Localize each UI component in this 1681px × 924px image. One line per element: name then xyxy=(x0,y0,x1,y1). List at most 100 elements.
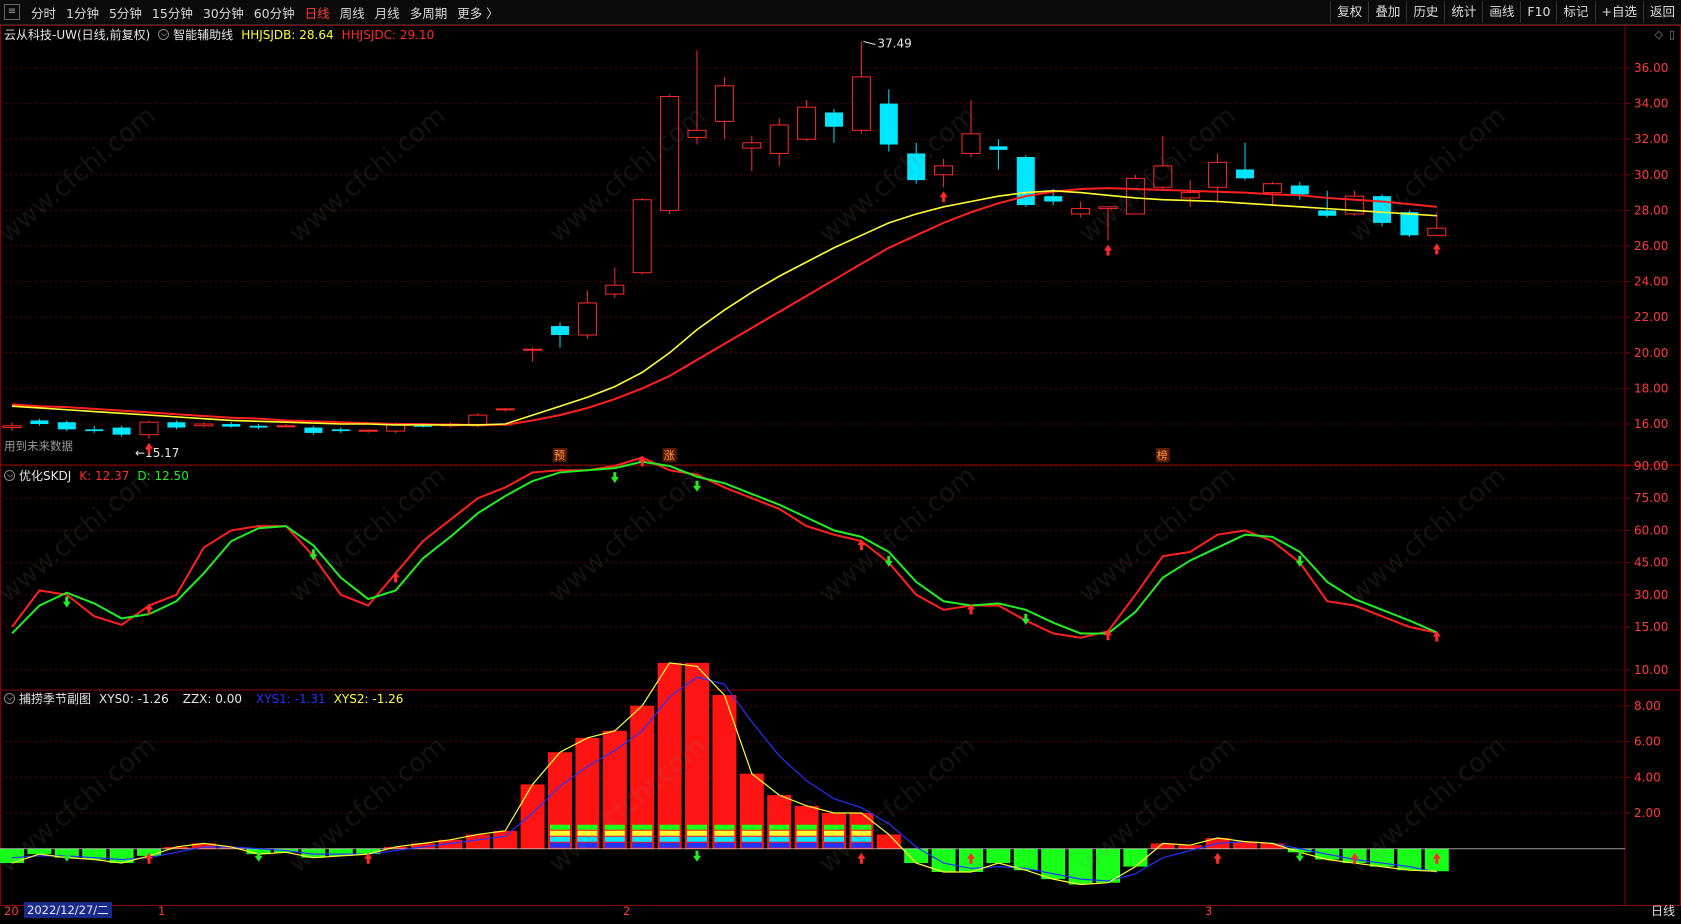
period-tab-3[interactable]: 15分钟 xyxy=(151,5,193,21)
sub-name[interactable]: 捕捞季节副图 xyxy=(19,692,92,706)
kdj-name[interactable]: 优化SKDJ xyxy=(19,469,72,483)
price-tick-label: 32.00 xyxy=(1634,132,1668,146)
candle-body-down xyxy=(1318,210,1337,216)
sub-stack-segment xyxy=(741,830,762,836)
sub-stack-segment xyxy=(604,842,625,848)
kdj-tick-label: 75.00 xyxy=(1634,491,1668,505)
period-tab-2[interactable]: 5分钟 xyxy=(108,5,142,21)
toolbar-button-1[interactable]: 叠加 xyxy=(1368,1,1406,23)
sub-bar-pos xyxy=(493,830,518,849)
period-tab-8[interactable]: 月线 xyxy=(374,5,400,21)
sub-buy-arrow-icon xyxy=(857,852,866,864)
period-tab-6[interactable]: 日线 xyxy=(304,5,330,21)
toolbar-button-6[interactable]: 标记 xyxy=(1556,1,1594,23)
sub-bar-neg xyxy=(137,848,161,856)
sub-stack-segment xyxy=(824,830,844,836)
sub-bar-neg xyxy=(27,848,52,855)
signal-marker-1: 涨 xyxy=(664,449,675,462)
sub-stack-segment xyxy=(687,824,707,830)
sub-tick-label: 6.00 xyxy=(1634,735,1661,749)
sub-bar-pos xyxy=(575,737,600,849)
sub-bar-neg xyxy=(356,848,381,855)
toolbar-button-7[interactable]: +自选 xyxy=(1594,1,1643,23)
sub-stack-segment xyxy=(851,824,872,830)
candle-body-up xyxy=(1262,183,1282,194)
sub-bar-pos xyxy=(1233,841,1257,849)
price-tick-label: 22.00 xyxy=(1634,310,1668,324)
sub-stack-segment xyxy=(769,836,790,842)
sub-bar-neg xyxy=(1041,848,1066,880)
sub-tick-label: 10.00 xyxy=(1634,663,1668,677)
candle-body-down xyxy=(331,429,350,432)
toolbar-button-3[interactable]: 统计 xyxy=(1444,1,1482,23)
kdj-tick-label: 30.00 xyxy=(1634,588,1668,602)
sub-bar-pos xyxy=(465,834,490,849)
toolbar-button-2[interactable]: 历史 xyxy=(1406,1,1444,23)
period-tab-7[interactable]: 周线 xyxy=(339,5,365,21)
signal-marker-bg xyxy=(662,448,677,462)
sub-stack-segment xyxy=(577,830,598,836)
kdj-buy-arrow-icon xyxy=(857,539,866,551)
toolbar-button-5[interactable]: F10 xyxy=(1520,1,1556,23)
chart-canvas[interactable]: 36.0034.0032.0030.0028.0026.0024.0022.00… xyxy=(0,25,1681,920)
candle-body-up xyxy=(194,423,214,427)
candle-body-down xyxy=(1290,185,1309,195)
sub-buy-arrow-icon xyxy=(967,852,975,864)
candle-body-down xyxy=(30,420,49,424)
toolbar-button-0[interactable]: 复权 xyxy=(1330,1,1368,23)
candle-body-up xyxy=(523,348,543,351)
sub-stack-segment xyxy=(659,836,680,842)
period-tab-1[interactable]: 1分钟 xyxy=(66,5,99,21)
candle-body-down xyxy=(1044,196,1063,202)
year-prefix: 20 xyxy=(4,904,19,918)
sub-stack-segment xyxy=(714,824,735,830)
candle-body-up xyxy=(495,408,515,411)
toolbar-button-4[interactable]: 画线 xyxy=(1482,1,1520,23)
candle-body-down xyxy=(249,425,268,428)
sub-stack-segment xyxy=(714,830,735,836)
bottom-period-label[interactable]: 日线 xyxy=(1650,904,1675,918)
sub-bar-pos xyxy=(685,662,709,849)
buy-arrow-icon xyxy=(1104,244,1112,256)
menu-icon[interactable]: ≡ xyxy=(4,4,20,20)
sub-stack-segment xyxy=(714,842,735,848)
ma-fast-line xyxy=(11,190,1437,426)
stock-title[interactable]: 云从科技-UW(日线,前复权) xyxy=(4,28,151,42)
kdj-sell-arrow-icon xyxy=(309,549,318,561)
sub-bar-pos xyxy=(712,695,737,849)
indicator-settings-icon[interactable] xyxy=(158,29,170,40)
k-line xyxy=(11,456,1438,639)
candle-body-up xyxy=(660,95,680,211)
price-tick-label: 16.00 xyxy=(1634,417,1668,431)
period-tab-5[interactable]: 60分钟 xyxy=(253,5,295,21)
kdj-tick-label: 90.00 xyxy=(1634,459,1668,473)
sub-sell-arrow-icon xyxy=(1295,850,1304,862)
sub-stack-segment xyxy=(796,836,817,842)
sub-stack-segment xyxy=(687,830,707,836)
max-pointer xyxy=(863,40,876,45)
period-tab-0[interactable]: 分时 xyxy=(31,5,57,21)
main-legend: 云从科技-UW(日线,前复权) 智能辅助线 HHJSJDB: 28.64 HHJ… xyxy=(4,26,434,43)
xys2-value: XYS2: -1.26 xyxy=(333,691,404,706)
sub-bar-pos xyxy=(1260,843,1285,849)
toolbar-button-8[interactable]: 返回 xyxy=(1642,1,1681,23)
period-tab-10[interactable]: 更多 〉 xyxy=(457,5,499,21)
chart-area[interactable]: 36.00 34.00 32.00 30.00 28.00 26.00 24.00 22.00… xyxy=(0,25,1681,920)
period-tab-4[interactable]: 30分钟 xyxy=(202,5,244,21)
kdj-settings-icon[interactable] xyxy=(4,470,15,481)
xys0-value: XYS0: -1.26 xyxy=(99,691,169,706)
candle-body-up xyxy=(1208,161,1228,188)
sub-stack-segment xyxy=(577,824,598,830)
kdj-buy-arrow-icon xyxy=(391,571,400,583)
sub-settings-icon[interactable] xyxy=(4,693,15,704)
sub-bar-pos xyxy=(657,662,682,849)
diamond-icon[interactable]: ◇ xyxy=(1654,28,1663,41)
candle-body-down xyxy=(1236,169,1254,179)
indicator-name[interactable]: 智能辅助线 xyxy=(173,28,234,42)
period-tab-9[interactable]: 多周期 xyxy=(409,5,448,21)
candle-body-down xyxy=(989,146,1008,150)
kdj-sell-arrow-icon xyxy=(1021,613,1030,625)
buy-arrow-icon xyxy=(939,191,948,203)
square-icon[interactable]: ▯ xyxy=(1668,28,1675,41)
zzx-value: ZZX: 0.00 xyxy=(182,691,242,706)
